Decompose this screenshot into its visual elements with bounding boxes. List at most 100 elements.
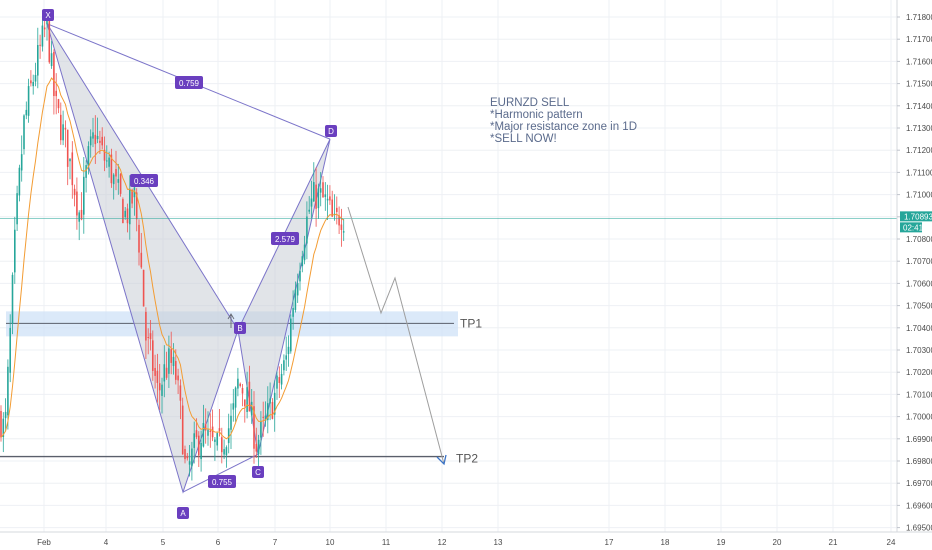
candle-up	[168, 348, 170, 374]
candle-down	[218, 428, 221, 431]
candle-up	[27, 86, 30, 116]
price-tick-label: 1.71300	[906, 124, 932, 133]
candle-up	[96, 135, 99, 140]
note-line: *Harmonic pattern	[490, 109, 583, 121]
price-tick-label: 1.71500	[906, 80, 932, 89]
point-label-bg	[252, 466, 264, 478]
candle-up	[193, 433, 195, 448]
price-tick-label: 1.70100	[906, 390, 932, 399]
candle-up	[227, 428, 230, 444]
candle-up	[188, 461, 191, 465]
ratio-label-bg	[175, 76, 203, 89]
candle-down	[66, 129, 69, 167]
price-tick-label: 1.70500	[906, 302, 932, 311]
candle-up	[14, 229, 16, 273]
candle-down	[99, 140, 101, 143]
candle-up	[250, 401, 253, 416]
price-tick-label: 1.70000	[906, 413, 932, 422]
candle-down	[253, 406, 255, 449]
candle-up	[106, 160, 108, 162]
candle-up	[2, 418, 5, 438]
candlesticks	[0, 10, 345, 481]
candle-down	[255, 443, 258, 452]
candle-down	[154, 367, 156, 376]
candle-down	[103, 149, 106, 161]
time-tick-label: 6	[216, 538, 221, 547]
candle-up	[230, 415, 232, 430]
price-tick-label: 1.70300	[906, 346, 932, 355]
candle-up	[237, 378, 239, 389]
candle-up	[172, 356, 175, 366]
time-tick-label: 18	[661, 538, 670, 547]
time-tick-label: 12	[438, 538, 447, 547]
candle-down	[248, 381, 251, 412]
current-price-label: 1.70893	[904, 212, 932, 221]
candle-up	[285, 355, 287, 360]
candle-down	[184, 449, 186, 460]
candle-down	[94, 134, 97, 145]
candle-up	[273, 392, 276, 415]
candle-up	[264, 415, 267, 421]
candle-up	[11, 274, 14, 324]
trade-note: EURNZD SELL *Harmonic pattern *Major res…	[490, 97, 637, 145]
ema-line	[0, 77, 345, 440]
candle-up	[324, 194, 327, 198]
candle-up	[267, 403, 269, 421]
candle-down	[135, 192, 138, 220]
candle-up	[276, 375, 278, 389]
candle-down	[126, 208, 129, 224]
candle-up	[232, 403, 235, 410]
price-tick-label: 1.70700	[906, 257, 932, 266]
price-tick-label: 1.71200	[906, 146, 932, 155]
candle-down	[181, 405, 184, 455]
price-tick-label: 1.69900	[906, 435, 932, 444]
countdown-tag	[900, 222, 922, 233]
time-tick-label: Feb	[37, 538, 51, 547]
point-label-b: B	[237, 324, 242, 333]
ratio-label: 0.346	[134, 177, 155, 186]
candle-up	[223, 449, 225, 455]
candle-up	[191, 448, 193, 467]
time-tick-label: 10	[326, 538, 335, 547]
candle-down	[262, 416, 264, 418]
candle-up	[41, 25, 44, 47]
candle-up	[296, 283, 299, 296]
forecast-path	[347, 206, 445, 465]
candle-down	[115, 169, 117, 177]
candle-up	[200, 442, 202, 460]
candle-up	[161, 384, 163, 396]
candle-down	[55, 90, 57, 97]
price-tick-label: 1.69500	[906, 524, 932, 533]
point-label-x: X	[45, 11, 51, 20]
price-tick-label: 1.71600	[906, 57, 932, 66]
candle-up	[87, 146, 90, 167]
candle-up	[283, 360, 285, 371]
candle-up	[299, 270, 301, 282]
candle-up	[7, 366, 9, 416]
candle-down	[195, 430, 198, 438]
time-tick-label: 13	[494, 538, 503, 547]
candle-up	[163, 364, 166, 382]
ratio-label: 0.759	[179, 79, 200, 88]
candle-up	[287, 346, 290, 355]
candle-up	[257, 439, 260, 455]
candle-up	[319, 188, 322, 193]
candle-down	[138, 224, 140, 253]
candle-up	[83, 176, 85, 215]
candle-down	[57, 99, 60, 109]
price-tick-label: 1.71000	[906, 191, 932, 200]
current-price-tag	[900, 211, 932, 222]
time-tick-label: 5	[161, 538, 166, 547]
price-tick-label: 1.69600	[906, 501, 932, 510]
candle-down	[101, 136, 103, 146]
candle-down	[156, 370, 159, 383]
point-label-bg	[234, 322, 246, 334]
candle-down	[53, 52, 55, 97]
candle-up	[85, 165, 87, 178]
candle-down	[331, 199, 333, 217]
candle-up	[310, 198, 313, 207]
point-label-c: C	[255, 468, 261, 477]
price-tick-label: 1.70600	[906, 279, 932, 288]
time-tick-label: 21	[829, 538, 838, 547]
